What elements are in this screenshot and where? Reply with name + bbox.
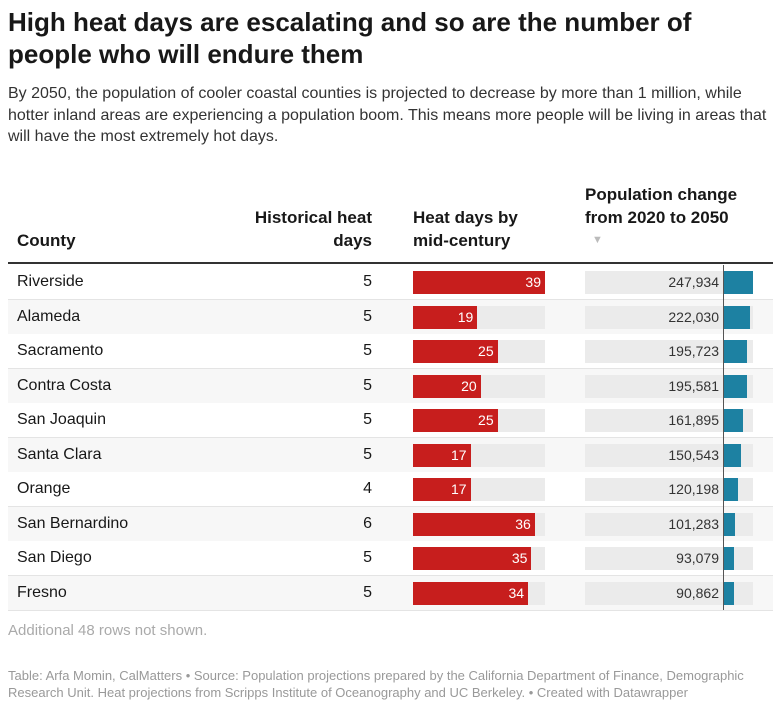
county: San Diego [17, 549, 92, 566]
subtitle: By 2050, the population of cooler coasta… [8, 85, 767, 145]
historical-heat-days: 5 [363, 376, 372, 394]
sort-icon[interactable]: ▼ [592, 234, 603, 246]
historical-heat-days: 5 [363, 583, 372, 601]
pop-bar [723, 409, 743, 432]
heat-label: 39 [525, 274, 541, 290]
heat-bar [413, 271, 545, 294]
county: San Joaquin [17, 411, 106, 428]
heat-label: 36 [515, 515, 531, 532]
heat-bar [413, 547, 532, 570]
heat-label: 17 [450, 481, 467, 497]
pop-bar [723, 547, 735, 570]
more-rows-note: Additional 48 rows not shown. [8, 622, 208, 639]
historical-heat-days: 6 [363, 514, 372, 532]
historical-heat-days: 5 [363, 342, 372, 359]
table-row: Fresno 5 34 90,862 [8, 575, 773, 611]
table-row: Santa Clara 5 17 150,543 [8, 437, 773, 473]
heat-label: 19 [457, 308, 474, 325]
pop-label: 150,543 [668, 446, 719, 463]
column-header[interactable]: Historical heat days [254, 208, 372, 250]
historical-heat-days: 5 [363, 549, 372, 566]
heat-bar [413, 305, 478, 329]
table-row: Orange 4 17 120,198 [8, 472, 773, 507]
table-row: San Bernardino 6 36 101,283 [8, 506, 773, 542]
bar-background [585, 443, 753, 467]
bar-background [585, 305, 753, 329]
pop-label: 120,198 [668, 481, 719, 497]
pop-bar [723, 271, 753, 294]
heat-label: 17 [450, 446, 467, 463]
column-header[interactable]: Heat days by mid-century [413, 208, 518, 250]
heat-label: 25 [478, 412, 494, 428]
bar-background [585, 547, 753, 570]
heat-bar [413, 374, 481, 398]
heat-label: 34 [508, 584, 525, 601]
historical-heat-days: 5 [363, 445, 372, 463]
heat-label: 20 [461, 377, 477, 394]
table-row: Contra Costa 5 20 195,581 [8, 368, 773, 404]
county: Sacramento [17, 342, 104, 359]
historical-heat-days: 5 [363, 307, 372, 325]
pop-label: 247,934 [668, 274, 719, 290]
county: San Bernardino [17, 514, 129, 532]
table-row: Sacramento 5 25 195,723 [8, 334, 773, 369]
source: Table: Arfa Momin, CalMatters • Source: … [8, 668, 744, 700]
bar-background [585, 409, 753, 432]
heat-bar [413, 409, 498, 432]
title: High heat days are escalating and so are… [8, 7, 692, 69]
pop-label: 90,862 [676, 584, 719, 601]
header-rule [8, 262, 773, 264]
county: Fresno [17, 583, 67, 601]
heat-label: 35 [511, 550, 528, 566]
pop-bar [723, 581, 734, 605]
pop-label: 222,030 [668, 308, 719, 325]
table-row: Alameda 5 19 222,030 [8, 299, 773, 335]
heat-bar [413, 512, 535, 536]
table-row: Riverside 5 39 247,934 [8, 265, 773, 300]
pop-bar [723, 443, 742, 467]
table-row: San Joaquin 5 25 161,895 [8, 403, 773, 438]
pop-bar [723, 305, 750, 329]
bar-background [585, 271, 753, 294]
pop-bar [723, 374, 747, 398]
pop-label: 161,895 [668, 412, 719, 428]
bar-background [585, 512, 753, 536]
historical-heat-days: 5 [363, 273, 372, 290]
county: Santa Clara [17, 445, 102, 463]
bar-background [585, 581, 753, 605]
pop-label: 195,581 [668, 377, 719, 394]
pop-bar [723, 512, 736, 536]
pop-label: 195,723 [668, 343, 719, 359]
column-header[interactable]: Population change from 2020 to 2050 [585, 185, 738, 227]
county: Orange [17, 480, 71, 497]
heat-bar [413, 478, 471, 501]
bar-background [585, 340, 753, 363]
county: Contra Costa [17, 376, 112, 394]
pop-bar [723, 340, 747, 363]
heat-bar [413, 443, 471, 467]
county: Riverside [17, 273, 84, 290]
pop-label: 101,283 [668, 515, 719, 532]
axis-line [723, 265, 724, 610]
heat-label: 25 [478, 343, 494, 359]
bar-background [585, 478, 753, 501]
heat-bar [413, 340, 498, 363]
bar-background [585, 374, 753, 398]
pop-bar [723, 478, 738, 501]
pop-label: 93,079 [676, 550, 719, 566]
table-row: San Diego 5 35 93,079 [8, 541, 773, 576]
county: Alameda [17, 307, 81, 325]
heat-bar [413, 581, 529, 605]
historical-heat-days: 4 [363, 480, 372, 497]
historical-heat-days: 5 [363, 411, 372, 428]
column-header: County [17, 231, 76, 250]
